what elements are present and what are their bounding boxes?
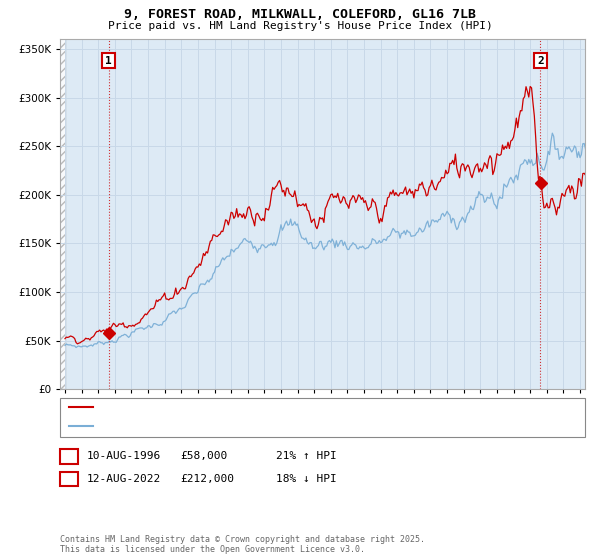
Text: 18% ↓ HPI: 18% ↓ HPI — [276, 474, 337, 484]
Text: 1: 1 — [65, 451, 73, 461]
Text: £58,000: £58,000 — [180, 451, 227, 461]
Text: 2: 2 — [65, 474, 73, 484]
Text: 2: 2 — [537, 55, 544, 66]
Text: Price paid vs. HM Land Registry's House Price Index (HPI): Price paid vs. HM Land Registry's House … — [107, 21, 493, 31]
Text: 21% ↑ HPI: 21% ↑ HPI — [276, 451, 337, 461]
Text: 12-AUG-2022: 12-AUG-2022 — [87, 474, 161, 484]
Text: Contains HM Land Registry data © Crown copyright and database right 2025.
This d: Contains HM Land Registry data © Crown c… — [60, 535, 425, 554]
Text: 9, FOREST ROAD, MILKWALL, COLEFORD, GL16 7LB (semi-detached house): 9, FOREST ROAD, MILKWALL, COLEFORD, GL16… — [99, 402, 487, 412]
Bar — [60, 39, 67, 389]
Text: 10-AUG-1996: 10-AUG-1996 — [87, 451, 161, 461]
Text: 1: 1 — [105, 55, 112, 66]
Text: £212,000: £212,000 — [180, 474, 234, 484]
Text: HPI: Average price, semi-detached house, Forest of Dean: HPI: Average price, semi-detached house,… — [99, 421, 422, 431]
Text: 9, FOREST ROAD, MILKWALL, COLEFORD, GL16 7LB: 9, FOREST ROAD, MILKWALL, COLEFORD, GL16… — [124, 8, 476, 21]
